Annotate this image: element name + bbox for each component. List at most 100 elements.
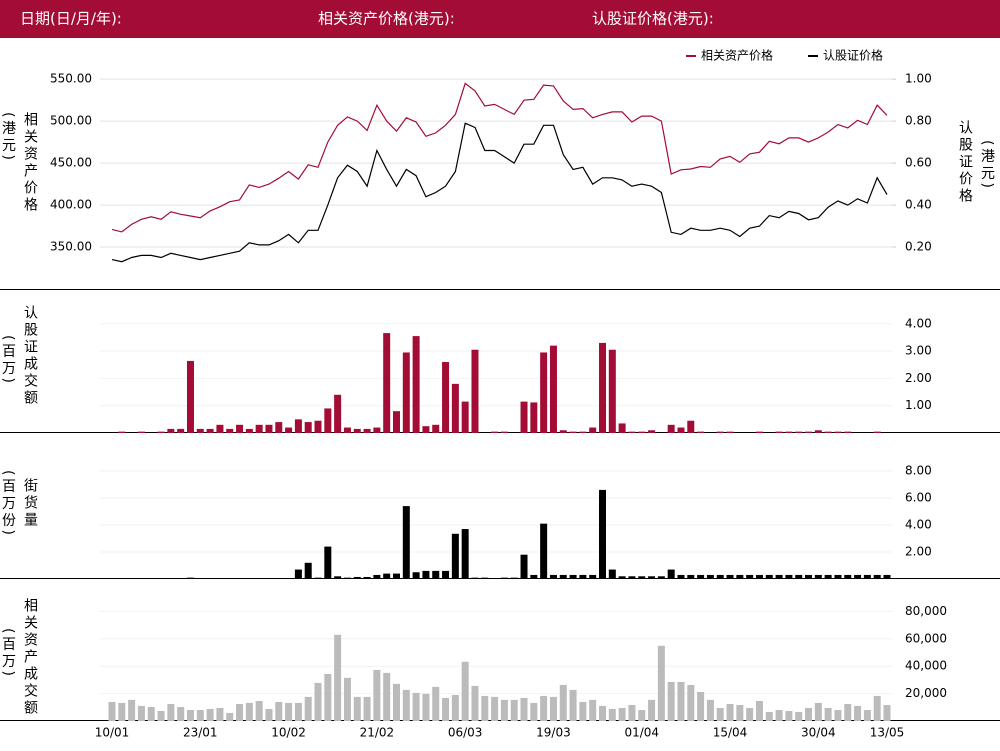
bar — [314, 577, 322, 579]
y-tick-label: 80,000 — [905, 604, 947, 618]
bar — [648, 430, 656, 433]
bar — [687, 684, 695, 721]
header-bar — [0, 0, 1000, 38]
bar — [530, 574, 538, 579]
y-axis-unit: (百万) — [0, 335, 16, 386]
bar — [834, 574, 842, 579]
bar — [402, 689, 410, 721]
y-tick-label: 8.00 — [905, 464, 932, 478]
bar — [854, 574, 862, 579]
bar — [618, 707, 626, 721]
bar — [294, 702, 302, 721]
y-axis-label: 认股证成交额 — [22, 305, 38, 407]
bar — [755, 700, 763, 721]
bar — [275, 701, 283, 721]
bar — [628, 704, 636, 721]
y-tick-label: 400.00 — [50, 198, 92, 212]
bar — [844, 574, 852, 579]
bar — [500, 699, 508, 721]
bar — [432, 570, 440, 579]
bar — [334, 394, 342, 433]
bar — [854, 705, 862, 721]
bar — [304, 422, 312, 433]
bar — [746, 707, 754, 721]
legend-label: 相关资产价格 — [701, 48, 773, 63]
bar — [824, 574, 832, 579]
bar — [363, 696, 371, 721]
bar — [716, 707, 724, 721]
y-tick-label: 2.00 — [905, 545, 932, 559]
bar — [236, 704, 244, 721]
bar — [500, 577, 508, 579]
series-line — [111, 82, 888, 233]
bar — [471, 577, 479, 579]
bar — [657, 576, 665, 579]
bar — [608, 569, 616, 579]
bar — [343, 677, 351, 721]
header-date: 日期(日/月/年): — [20, 10, 122, 28]
bar — [118, 702, 126, 721]
bar — [746, 574, 754, 579]
bar — [108, 701, 116, 721]
bar — [628, 431, 636, 433]
bar — [559, 430, 567, 433]
bar — [540, 352, 548, 433]
bar — [795, 431, 803, 433]
bar — [422, 426, 430, 433]
bar — [481, 577, 489, 579]
y-axis-unit: (百万) — [0, 628, 16, 679]
bar — [373, 669, 381, 721]
bar — [128, 699, 136, 721]
bar — [824, 707, 832, 721]
bar — [245, 428, 253, 433]
bar — [422, 570, 430, 579]
bar — [706, 699, 714, 721]
bar — [216, 707, 224, 721]
bar — [795, 711, 803, 721]
bar — [549, 574, 557, 579]
x-tick-label: 13/05 — [870, 726, 905, 740]
y-axis-label: 相关资产价格 — [22, 112, 38, 214]
bar — [549, 696, 557, 721]
bar — [667, 681, 675, 721]
bar — [314, 420, 322, 433]
bar — [137, 431, 145, 433]
bar — [540, 695, 548, 721]
bar — [726, 431, 734, 433]
bar — [402, 352, 410, 433]
bar — [628, 576, 636, 579]
bar — [736, 704, 744, 721]
bar — [294, 419, 302, 433]
bar — [304, 562, 312, 579]
bar — [805, 707, 813, 721]
x-tick-label: 01/04 — [624, 726, 659, 740]
y2-axis-label: 认股证价格 — [957, 120, 973, 205]
y-tick-label: 500.00 — [50, 114, 92, 128]
bar — [844, 431, 852, 433]
bar — [530, 702, 538, 721]
bar — [481, 695, 489, 721]
series-line — [111, 122, 888, 263]
bar — [569, 689, 577, 721]
bar — [638, 710, 646, 721]
bar — [167, 704, 175, 721]
bar — [226, 428, 234, 433]
x-tick-label: 23/01 — [183, 726, 218, 740]
bar — [589, 574, 597, 579]
bar — [353, 696, 361, 721]
bar — [726, 704, 734, 721]
bar — [775, 574, 783, 579]
bar — [579, 574, 587, 579]
bar — [412, 336, 420, 433]
bar — [559, 684, 567, 721]
bar — [186, 360, 194, 433]
bar — [863, 574, 871, 579]
bar — [814, 574, 822, 579]
bar — [186, 577, 194, 579]
bar — [363, 576, 371, 579]
bar — [196, 710, 204, 721]
bar — [500, 431, 508, 433]
bar — [559, 574, 567, 579]
y-axis-label: 街货量 — [22, 478, 38, 529]
y-tick-label: 4.00 — [905, 316, 932, 330]
